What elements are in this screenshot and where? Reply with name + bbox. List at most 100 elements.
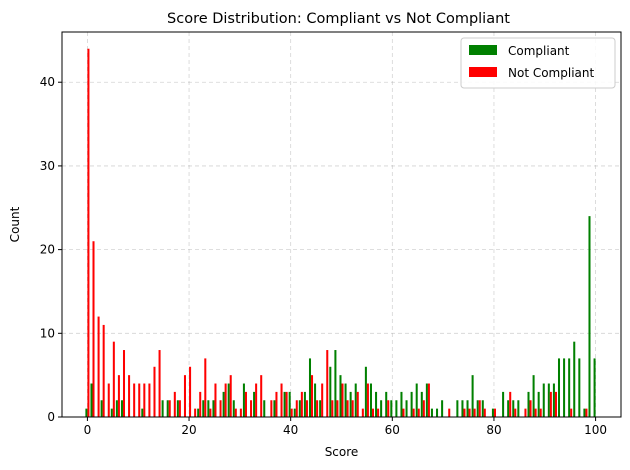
bar-compliant xyxy=(253,391,256,417)
bar-not-compliant xyxy=(366,383,369,417)
bar-compliant xyxy=(161,400,164,417)
bar-not-compliant xyxy=(153,366,156,417)
bar-compliant xyxy=(141,408,144,417)
bar-not-compliant xyxy=(356,391,359,417)
x-tick-label: 60 xyxy=(385,423,400,437)
bar-not-compliant xyxy=(412,408,415,417)
bar-compliant xyxy=(202,400,205,417)
bar-compliant xyxy=(476,400,479,417)
bar-not-compliant xyxy=(290,408,293,417)
x-tick-label: 80 xyxy=(486,423,501,437)
x-tick-label: 0 xyxy=(84,423,92,437)
bar-not-compliant xyxy=(346,400,349,417)
bar-not-compliant xyxy=(336,400,339,417)
bar-compliant xyxy=(222,391,225,417)
bar-compliant xyxy=(207,400,210,417)
bar-not-compliant xyxy=(341,383,344,417)
bar-compliant xyxy=(547,383,550,417)
bar-compliant xyxy=(491,408,494,417)
legend-swatch-not-compliant xyxy=(469,67,497,77)
bar-compliant xyxy=(288,391,291,417)
bar-not-compliant xyxy=(148,383,151,417)
bar-compliant xyxy=(527,391,530,417)
x-tick-label: 40 xyxy=(283,423,298,437)
bar-compliant xyxy=(471,375,474,417)
bar-compliant xyxy=(375,391,378,417)
bar-compliant xyxy=(583,408,586,417)
bar-not-compliant xyxy=(351,400,354,417)
bar-not-compliant xyxy=(189,366,192,417)
bar-compliant xyxy=(593,358,596,417)
bar-not-compliant xyxy=(468,408,471,417)
bar-compliant xyxy=(430,408,433,417)
bar-compliant xyxy=(532,375,535,417)
bar-not-compliant xyxy=(122,350,126,417)
bar-not-compliant xyxy=(316,400,319,417)
bar-compliant xyxy=(380,400,383,417)
bar-compliant xyxy=(293,408,296,417)
bar-compliant xyxy=(166,400,169,417)
y-tick-label: 20 xyxy=(40,243,55,257)
bar-compliant xyxy=(349,391,352,417)
bar-compliant xyxy=(263,400,266,417)
bar-not-compliant xyxy=(270,400,273,417)
bar-compliant xyxy=(415,383,418,417)
bar-not-compliant xyxy=(102,324,105,417)
legend-label-compliant: Compliant xyxy=(508,44,570,58)
bar-compliant xyxy=(273,400,276,417)
x-tick-label: 20 xyxy=(181,423,196,437)
bar-not-compliant xyxy=(255,383,258,417)
bar-compliant xyxy=(563,358,566,417)
bar-compliant xyxy=(354,383,357,417)
bar-not-compliant xyxy=(509,391,512,417)
bar-not-compliant xyxy=(524,408,527,417)
bar-not-compliant xyxy=(387,400,390,417)
bar-compliant xyxy=(441,400,444,417)
bar-not-compliant xyxy=(143,383,146,417)
bar-compliant xyxy=(588,216,591,417)
bar-not-compliant xyxy=(305,400,308,417)
bar-compliant xyxy=(334,350,337,417)
bar-not-compliant xyxy=(107,383,110,417)
bar-not-compliant xyxy=(260,375,263,417)
bar-compliant xyxy=(242,383,245,417)
bar-not-compliant xyxy=(361,408,364,417)
bar-compliant xyxy=(176,400,179,417)
bar-not-compliant xyxy=(133,383,136,417)
bar-not-compliant xyxy=(331,400,334,417)
bar-compliant xyxy=(298,400,301,417)
bar-not-compliant xyxy=(427,383,430,417)
bar-not-compliant xyxy=(87,48,90,418)
bar-not-compliant xyxy=(534,408,537,417)
bar-not-compliant xyxy=(585,408,588,417)
bar-compliant xyxy=(400,391,403,417)
y-axis-label: Count xyxy=(8,206,22,242)
bar-compliant xyxy=(339,375,342,417)
legend-frame xyxy=(460,37,616,89)
bar-compliant xyxy=(542,383,545,417)
bar-not-compliant xyxy=(473,408,476,417)
bar-compliant xyxy=(436,408,439,417)
bar-not-compliant xyxy=(377,408,380,417)
bar-compliant xyxy=(425,383,428,417)
bar-not-compliant xyxy=(422,400,425,417)
bar-not-compliant xyxy=(117,375,120,417)
bar-not-compliant xyxy=(402,408,405,417)
bar-compliant xyxy=(197,408,200,417)
bar-compliant xyxy=(329,366,332,417)
y-tick-label: 30 xyxy=(40,159,55,173)
bar-not-compliant xyxy=(239,408,242,417)
bar-compliant xyxy=(227,383,230,417)
bar-not-compliant xyxy=(371,408,375,417)
bar-not-compliant xyxy=(209,408,212,417)
bar-compliant xyxy=(461,400,464,417)
bar-compliant xyxy=(552,383,555,417)
bar-not-compliant xyxy=(321,383,324,417)
bar-not-compliant xyxy=(97,316,100,417)
bar-not-compliant xyxy=(183,375,186,417)
bar-compliant xyxy=(115,400,118,417)
bar-not-compliant xyxy=(158,350,161,417)
bar-compliant xyxy=(303,391,306,417)
bar-not-compliant xyxy=(539,408,542,417)
bar-not-compliant xyxy=(138,383,141,417)
